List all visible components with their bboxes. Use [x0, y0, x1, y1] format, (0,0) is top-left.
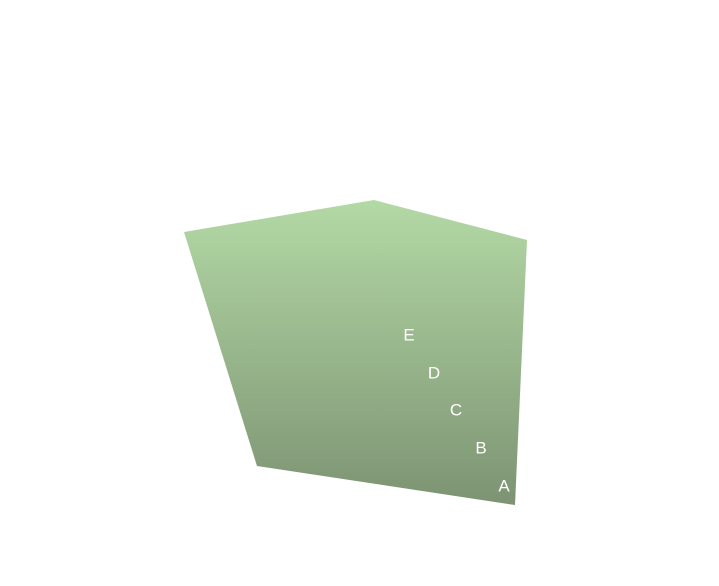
label-d: D — [428, 363, 440, 382]
label-e: E — [403, 325, 414, 344]
label-c: C — [450, 400, 462, 419]
label-a: A — [498, 476, 510, 495]
pentagon-shape — [184, 200, 527, 505]
label-b: B — [475, 438, 486, 457]
